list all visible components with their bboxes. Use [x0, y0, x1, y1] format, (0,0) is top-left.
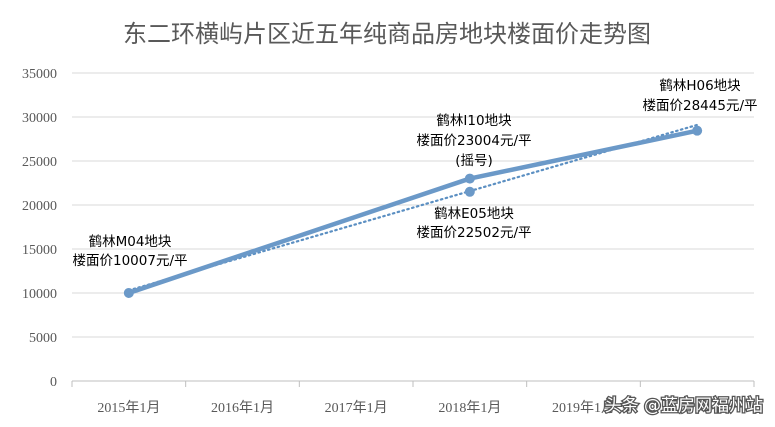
- data-point: [692, 125, 703, 136]
- data-label: 楼面价28445元/平: [643, 98, 758, 114]
- data-label: 鹤林M04地块: [89, 234, 172, 250]
- data-point: [123, 287, 134, 298]
- data-label: 鹤林E05地块: [434, 206, 514, 222]
- watermark-text: 头条 @蓝房网福州站: [605, 396, 763, 416]
- chart-title: 东二环横屿片区近五年纯商品房地块楼面价走势图: [123, 20, 651, 48]
- y-tick-label: 30000: [22, 111, 57, 126]
- data-label: 鹤林H06地块: [659, 78, 741, 94]
- series: [123, 123, 703, 298]
- x-tick-label: 2016年1月: [211, 400, 274, 416]
- y-tick-label: 10000: [22, 287, 57, 302]
- data-point: [464, 186, 475, 197]
- x-tick-label: 2017年1月: [325, 400, 388, 416]
- watermark: 头条 @蓝房网福州站: [603, 395, 764, 418]
- data-label: 楼面价22502元/平: [417, 225, 532, 241]
- y-tick-label: 20000: [22, 199, 57, 214]
- data-label: 楼面价10007元/平: [73, 253, 188, 269]
- y-tick-label: 25000: [22, 155, 57, 170]
- gridlines: [72, 72, 754, 338]
- x-tick-label: 2015年1月: [97, 400, 160, 416]
- y-tick-label: 0: [50, 375, 57, 390]
- y-tick-label: 15000: [22, 243, 57, 258]
- data-point: [464, 173, 475, 184]
- x-tick-label: 2018年1月: [438, 400, 501, 416]
- trendline: [127, 123, 699, 292]
- data-label: 鹤林I10地块: [436, 113, 512, 129]
- y-tick-label: 35000: [22, 67, 57, 82]
- series-line: [126, 128, 700, 296]
- x-tick-label: 2019年1月: [552, 400, 615, 416]
- y-axis-ticks: 0 5000 10000 15000 20000 25000 30000 35000: [22, 67, 57, 390]
- data-label: (摇号): [455, 153, 493, 169]
- data-label: 楼面价23004元/平: [417, 133, 532, 149]
- y-tick-label: 5000: [29, 331, 57, 346]
- x-axis-ticks: 2015年1月 2016年1月 2017年1月 2018年1月 2019年1月: [71, 380, 755, 416]
